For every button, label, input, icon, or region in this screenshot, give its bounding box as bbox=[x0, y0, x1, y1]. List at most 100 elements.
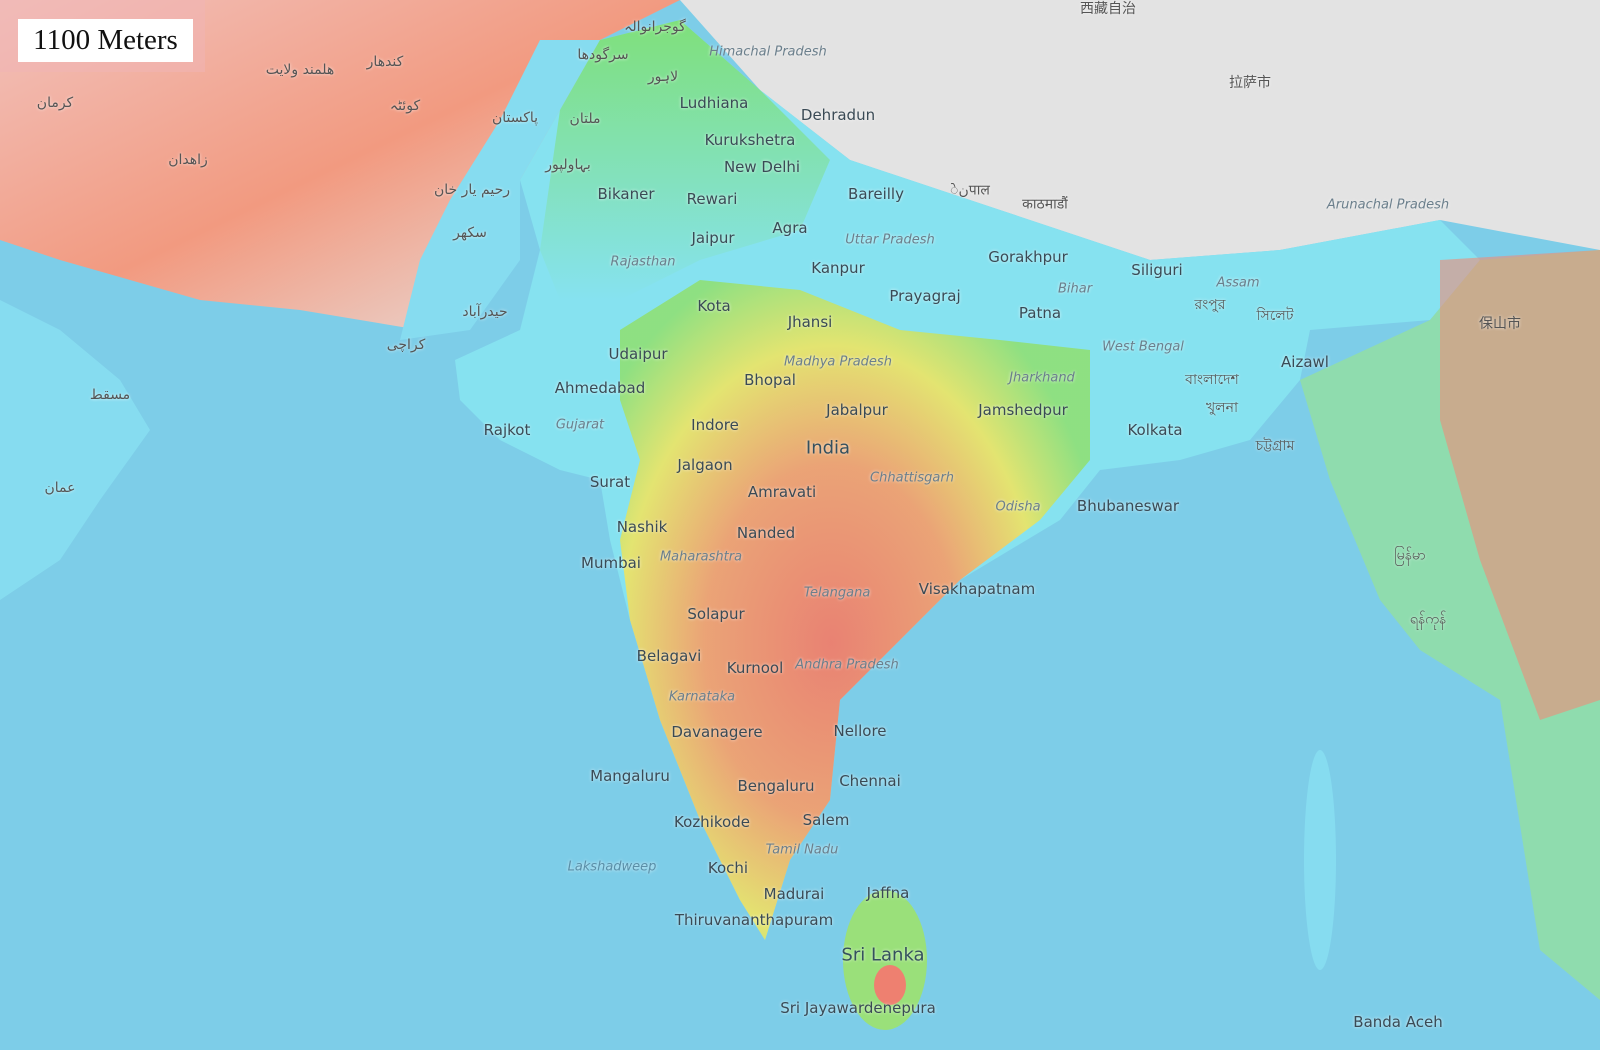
city-label[interactable]: Banda Aceh bbox=[1353, 1013, 1443, 1031]
region-label[interactable]: Assam bbox=[1216, 275, 1260, 291]
foreign-label[interactable]: نेपाल bbox=[950, 182, 990, 199]
city-label[interactable]: Agra bbox=[772, 219, 808, 237]
city-label[interactable]: Rajkot bbox=[483, 421, 531, 439]
foreign-label[interactable]: রংপুর bbox=[1194, 297, 1226, 313]
city-label[interactable]: Belagavi bbox=[636, 647, 702, 665]
region-label[interactable]: Rajasthan bbox=[610, 254, 676, 270]
city-label[interactable]: Udaipur bbox=[608, 345, 668, 363]
city-label[interactable]: Jaffna bbox=[866, 884, 910, 902]
foreign-label[interactable]: لاہور bbox=[647, 69, 679, 85]
region-label[interactable]: Andhra Pradesh bbox=[795, 657, 899, 673]
city-label[interactable]: Visakhapatnam bbox=[918, 580, 1036, 598]
city-label[interactable]: Siliguri bbox=[1131, 261, 1183, 279]
big-label[interactable]: India bbox=[805, 437, 851, 459]
foreign-label[interactable]: رحیم یار خان bbox=[434, 182, 510, 198]
city-label[interactable]: Salem bbox=[802, 811, 850, 829]
foreign-label[interactable]: سرگودھا bbox=[577, 47, 629, 63]
foreign-label[interactable]: ရန်ကုန် bbox=[1409, 611, 1447, 628]
city-label[interactable]: Madurai bbox=[763, 885, 825, 903]
region-label[interactable]: Telangana bbox=[803, 585, 871, 601]
foreign-label[interactable]: 西藏自治 bbox=[1080, 1, 1136, 17]
foreign-label[interactable]: کندهار bbox=[366, 54, 404, 70]
region-label[interactable]: Jharkhand bbox=[1009, 370, 1075, 386]
city-label[interactable]: Prayagraj bbox=[889, 287, 961, 305]
city-label[interactable]: New Delhi bbox=[723, 158, 801, 176]
region-label[interactable]: Tamil Nadu bbox=[765, 842, 839, 858]
city-label[interactable]: Aizawl bbox=[1281, 353, 1329, 371]
city-label[interactable]: Indore bbox=[691, 416, 739, 434]
city-label[interactable]: Kurnool bbox=[726, 659, 784, 677]
city-label[interactable]: Jabalpur bbox=[826, 401, 888, 419]
city-label[interactable]: Solapur bbox=[687, 605, 745, 623]
city-label[interactable]: Jhansi bbox=[787, 313, 833, 331]
region-label[interactable]: Karnataka bbox=[668, 689, 736, 705]
city-label[interactable]: Kanpur bbox=[811, 259, 865, 277]
city-label[interactable]: Surat bbox=[589, 473, 631, 491]
city-label[interactable]: Chennai bbox=[839, 772, 901, 790]
city-label[interactable]: Kochi bbox=[707, 859, 749, 877]
city-label[interactable]: Ludhiana bbox=[679, 94, 749, 112]
foreign-label[interactable]: کوئٹہ bbox=[389, 98, 421, 114]
city-label[interactable]: Bengaluru bbox=[737, 777, 815, 795]
city-label[interactable]: Kurukshetra bbox=[704, 131, 796, 149]
foreign-label[interactable]: খুলনা bbox=[1205, 400, 1239, 416]
city-label[interactable]: Jalgaon bbox=[677, 456, 733, 474]
foreign-label[interactable]: سکھر bbox=[453, 225, 487, 241]
region-label[interactable]: Chhattisgarh bbox=[870, 470, 954, 486]
foreign-label[interactable]: بہاولپور bbox=[545, 157, 591, 173]
city-label[interactable]: Bhubaneswar bbox=[1076, 497, 1180, 515]
city-label[interactable]: Davanagere bbox=[671, 723, 763, 741]
city-label[interactable]: Jamshedpur bbox=[978, 401, 1068, 419]
foreign-label[interactable]: সিলেট bbox=[1256, 308, 1294, 324]
foreign-label[interactable]: চট্টগ্রাম bbox=[1255, 438, 1295, 454]
foreign-label[interactable]: عمان bbox=[44, 480, 76, 496]
region-label[interactable]: Madhya Pradesh bbox=[784, 354, 892, 370]
foreign-label[interactable]: ملتان bbox=[569, 111, 601, 127]
city-label[interactable]: Sri Jayawardenepura bbox=[780, 999, 936, 1017]
region-label[interactable]: West Bengal bbox=[1102, 339, 1184, 355]
city-label[interactable]: Thiruvananthapuram bbox=[674, 911, 834, 929]
region-label[interactable]: Arunachal Pradesh bbox=[1326, 197, 1450, 213]
foreign-label[interactable]: مسقط bbox=[89, 387, 131, 403]
foreign-label[interactable]: काठमाडौं bbox=[1022, 196, 1068, 213]
himalaya-region bbox=[680, 0, 1600, 260]
foreign-label[interactable]: کرمان bbox=[36, 95, 74, 111]
city-label[interactable]: Bikaner bbox=[597, 185, 655, 203]
region-label[interactable]: Gujarat bbox=[555, 417, 605, 433]
region-label[interactable]: Uttar Pradesh bbox=[845, 232, 935, 248]
city-label[interactable]: Kozhikode bbox=[674, 813, 750, 831]
city-label[interactable]: Mangaluru bbox=[590, 767, 670, 785]
foreign-label[interactable]: 拉萨市 bbox=[1229, 75, 1271, 91]
city-label[interactable]: Nashik bbox=[616, 518, 668, 536]
region-label[interactable]: Odisha bbox=[995, 499, 1041, 515]
foreign-label[interactable]: حیدرآباد bbox=[462, 304, 508, 320]
foreign-label[interactable]: زاهدان bbox=[168, 152, 208, 168]
city-label[interactable]: Nanded bbox=[736, 524, 796, 542]
foreign-label[interactable]: کراچی bbox=[386, 337, 426, 353]
city-label[interactable]: Ahmedabad bbox=[554, 379, 646, 397]
foreign-label[interactable]: 保山市 bbox=[1479, 316, 1521, 332]
region-label[interactable]: Himachal Pradesh bbox=[709, 44, 827, 60]
foreign-label[interactable]: বাংলাদেশ bbox=[1185, 372, 1239, 388]
city-label[interactable]: Nellore bbox=[833, 722, 887, 740]
foreign-label[interactable]: پاکستان bbox=[491, 110, 539, 126]
big-label[interactable]: Sri Lanka bbox=[841, 944, 925, 966]
region-label[interactable]: Bihar bbox=[1057, 281, 1093, 297]
city-label[interactable]: Gorakhpur bbox=[988, 248, 1068, 266]
city-label[interactable]: Rewari bbox=[686, 190, 738, 208]
city-label[interactable]: Patna bbox=[1018, 304, 1062, 322]
city-label[interactable]: Amravati bbox=[747, 483, 817, 501]
sea-label[interactable]: Lakshadweep bbox=[567, 859, 657, 875]
city-label[interactable]: Kolkata bbox=[1127, 421, 1183, 439]
city-label[interactable]: Dehradun bbox=[800, 106, 876, 124]
city-label[interactable]: Bareilly bbox=[848, 185, 904, 203]
foreign-label[interactable]: မြန်မာ bbox=[1394, 547, 1426, 564]
city-label[interactable]: Jaipur bbox=[691, 229, 735, 247]
region-label[interactable]: Maharashtra bbox=[659, 549, 743, 565]
city-label[interactable]: Mumbai bbox=[581, 554, 641, 572]
city-label[interactable]: Bhopal bbox=[744, 371, 796, 389]
city-label[interactable]: Kota bbox=[697, 297, 731, 315]
foreign-label[interactable]: گوجرانوالہ bbox=[624, 19, 686, 35]
foreign-label[interactable]: هلمند ولایت bbox=[265, 62, 335, 78]
